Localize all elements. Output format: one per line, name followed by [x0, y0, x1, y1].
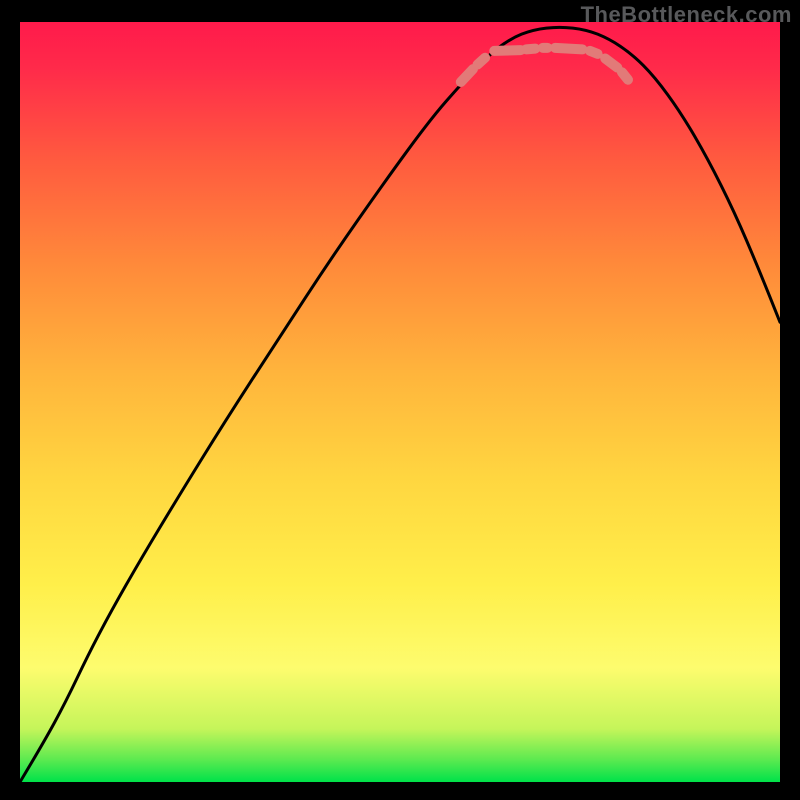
- marker-dash: [461, 69, 473, 82]
- marker-dash: [590, 51, 598, 54]
- marker-dash: [622, 72, 628, 80]
- marker-dash: [478, 58, 486, 65]
- watermark: TheBottleneck.com: [581, 2, 792, 28]
- marker-group: [461, 48, 628, 82]
- marker-dash: [605, 58, 617, 67]
- marker-dash: [526, 49, 535, 50]
- chart-frame: TheBottleneck.com: [0, 0, 800, 800]
- marker-dash: [555, 48, 582, 50]
- optimal-band-markers: [20, 22, 780, 782]
- plot-area: [20, 22, 780, 782]
- marker-dash: [494, 50, 521, 51]
